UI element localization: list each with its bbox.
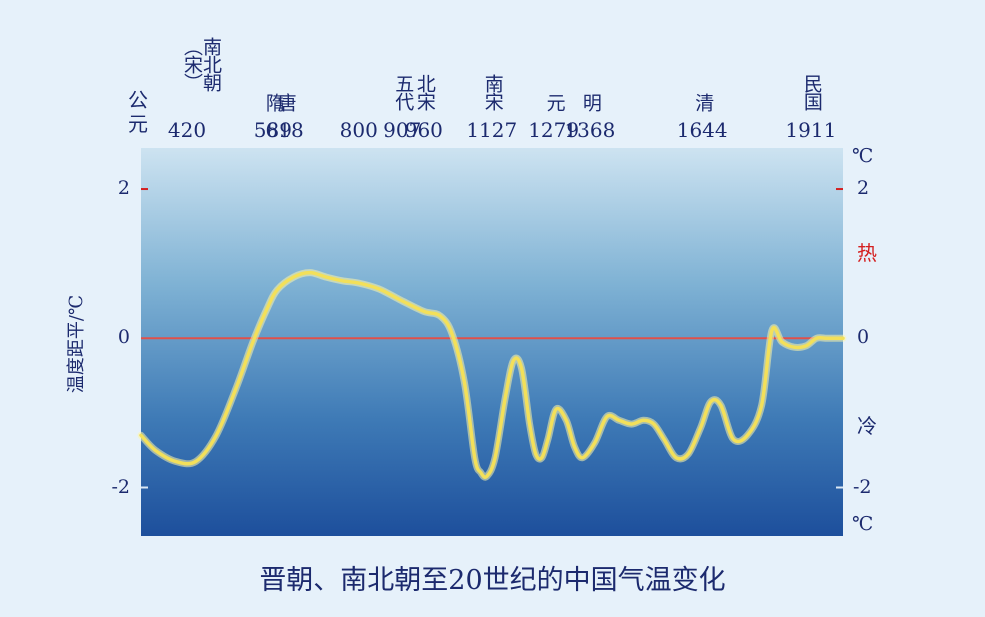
warm-label: 热 (857, 241, 877, 265)
year-label-2: 618 (265, 118, 304, 142)
dynasty-label-2: 唐 (274, 93, 297, 111)
temperature-curve (139, 270, 845, 479)
year-label-0: 420 (167, 118, 207, 142)
tick-marks (141, 188, 843, 489)
year-label-9: 1644 (676, 118, 728, 142)
y-tick-label-right-1: 0 (857, 326, 870, 349)
y-tick-label-left-2: -2 (111, 475, 130, 498)
y-tick-label-left-0: 2 (117, 177, 130, 200)
year-label-1: 589 (253, 118, 292, 142)
dynasty-label-8: 明 (579, 93, 602, 111)
era-label: 公元 (128, 88, 148, 136)
year-label-7: 1279 (528, 118, 580, 142)
y-tick-label-left-1: 0 (117, 326, 130, 349)
unit-label-bottom: ℃ (852, 513, 874, 535)
year-label-4: 907 (383, 118, 422, 142)
dynasty-label-5: 北宋 (413, 74, 436, 110)
y-tick-label-right-2: -2 (853, 475, 872, 498)
y-axis-label: 温度距平/℃ (60, 270, 94, 420)
year-label-5: 960 (404, 118, 443, 142)
dynasty-label-10: 民国 (800, 74, 823, 110)
chart-title: 晋朝、南北朝至20世纪的中国气温变化 (259, 565, 726, 596)
y-axis-label-text: 温度距平/℃ (66, 294, 87, 394)
year-label-10: 1911 (785, 118, 837, 142)
unit-label-top: ℃ (852, 145, 874, 167)
year-label-6: 1127 (466, 118, 518, 142)
dynasty-label-7: 元 (543, 93, 566, 111)
y-tick-label-right-0: 2 (857, 177, 870, 200)
cold-label: 冷 (857, 414, 877, 438)
dynasty-label-1: 隋 (262, 93, 285, 111)
dynasty-label-0: 南北朝（宋） (181, 37, 222, 91)
plot-area (141, 148, 843, 536)
dynasty-label-6: 南宋 (481, 74, 504, 110)
dynasty-label-4: 五代 (392, 74, 415, 110)
dynasty-label-9: 清 (692, 93, 715, 111)
year-label-8: 1368 (564, 118, 616, 142)
year-label-3: 800 (339, 118, 378, 142)
